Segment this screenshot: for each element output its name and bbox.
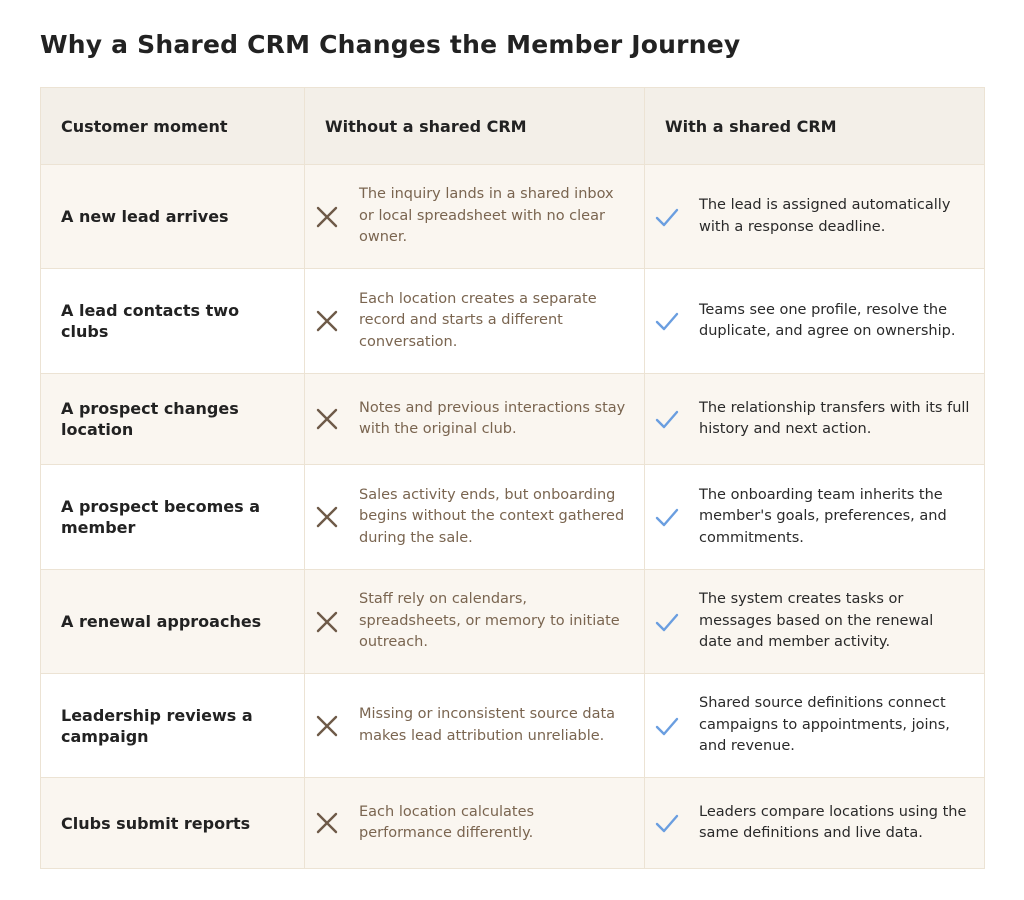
check-icon bbox=[655, 505, 679, 529]
with-text: Teams see one profile, resolve the dupli… bbox=[699, 301, 956, 340]
without-text: Notes and previous interactions stay wit… bbox=[359, 399, 626, 438]
moment-cell: A prospect changes location bbox=[40, 373, 305, 465]
table-row: A prospect becomes a member Sales activi… bbox=[40, 464, 985, 570]
without-text: Staff rely on calendars, spreadsheets, o… bbox=[359, 591, 620, 651]
without-cell: Missing or inconsistent source data make… bbox=[304, 673, 645, 778]
check-icon bbox=[655, 610, 679, 634]
without-text: Missing or inconsistent source data make… bbox=[359, 706, 616, 744]
without-cell: Notes and previous interactions stay wit… bbox=[304, 373, 645, 465]
moment-cell: A new lead arrives bbox=[40, 164, 305, 269]
comparison-table: Customer moment Without a shared CRM Wit… bbox=[40, 87, 985, 869]
without-cell: Each location creates a separate record … bbox=[304, 268, 645, 374]
x-icon bbox=[315, 811, 339, 835]
check-icon bbox=[655, 309, 679, 333]
page-title: Why a Shared CRM Changes the Member Jour… bbox=[40, 30, 741, 59]
table-row: Clubs submit reports Each location calcu… bbox=[40, 777, 985, 869]
check-icon bbox=[655, 205, 679, 229]
without-text: Each location calculates performance dif… bbox=[359, 803, 535, 842]
without-text: Sales activity ends, but onboarding begi… bbox=[359, 486, 625, 546]
table-row: A renewal approaches Staff rely on calen… bbox=[40, 569, 985, 674]
without-cell: Each location calculates performance dif… bbox=[304, 777, 645, 869]
table-row: Leadership reviews a campaign Missing or… bbox=[40, 673, 985, 778]
check-icon bbox=[655, 714, 679, 738]
without-cell: The inquiry lands in a shared inbox or l… bbox=[304, 164, 645, 269]
check-icon bbox=[655, 407, 679, 431]
header-with-crm: With a shared CRM bbox=[644, 87, 985, 165]
header-customer-moment: Customer moment bbox=[40, 87, 305, 165]
with-text: The relationship transfers with its full… bbox=[699, 399, 970, 438]
with-cell: Leaders compare locations using the same… bbox=[644, 777, 985, 869]
without-cell: Sales activity ends, but onboarding begi… bbox=[304, 464, 645, 570]
table-header-row: Customer moment Without a shared CRM Wit… bbox=[40, 87, 985, 165]
x-icon bbox=[315, 309, 339, 333]
table-row: A new lead arrives The inquiry lands in … bbox=[40, 164, 985, 269]
with-cell: The onboarding team inherits the member'… bbox=[644, 464, 985, 570]
moment-cell: Leadership reviews a campaign bbox=[40, 673, 305, 778]
moment-cell: A prospect becomes a member bbox=[40, 464, 305, 570]
x-icon bbox=[315, 714, 339, 738]
with-text: The lead is assigned automatically with … bbox=[699, 197, 951, 235]
with-cell: Teams see one profile, resolve the dupli… bbox=[644, 268, 985, 374]
with-cell: The lead is assigned automatically with … bbox=[644, 164, 985, 269]
without-text: The inquiry lands in a shared inbox or l… bbox=[359, 186, 614, 246]
table-row: A prospect changes location Notes and pr… bbox=[40, 373, 985, 465]
x-icon bbox=[315, 407, 339, 431]
with-text: Shared source definitions connect campai… bbox=[699, 695, 950, 755]
with-text: Leaders compare locations using the same… bbox=[699, 803, 967, 842]
with-text: The onboarding team inherits the member'… bbox=[699, 486, 947, 546]
without-cell: Staff rely on calendars, spreadsheets, o… bbox=[304, 569, 645, 674]
header-without-crm: Without a shared CRM bbox=[304, 87, 645, 165]
table-row: A lead contacts two clubs Each location … bbox=[40, 268, 985, 374]
x-icon bbox=[315, 205, 339, 229]
with-cell: The relationship transfers with its full… bbox=[644, 373, 985, 465]
moment-cell: A renewal approaches bbox=[40, 569, 305, 674]
with-cell: The system creates tasks or messages bas… bbox=[644, 569, 985, 674]
x-icon bbox=[315, 610, 339, 634]
moment-cell: A lead contacts two clubs bbox=[40, 268, 305, 374]
moment-cell: Clubs submit reports bbox=[40, 777, 305, 869]
with-cell: Shared source definitions connect campai… bbox=[644, 673, 985, 778]
check-icon bbox=[655, 811, 679, 835]
with-text: The system creates tasks or messages bas… bbox=[699, 591, 934, 651]
without-text: Each location creates a separate record … bbox=[359, 290, 597, 350]
x-icon bbox=[315, 505, 339, 529]
